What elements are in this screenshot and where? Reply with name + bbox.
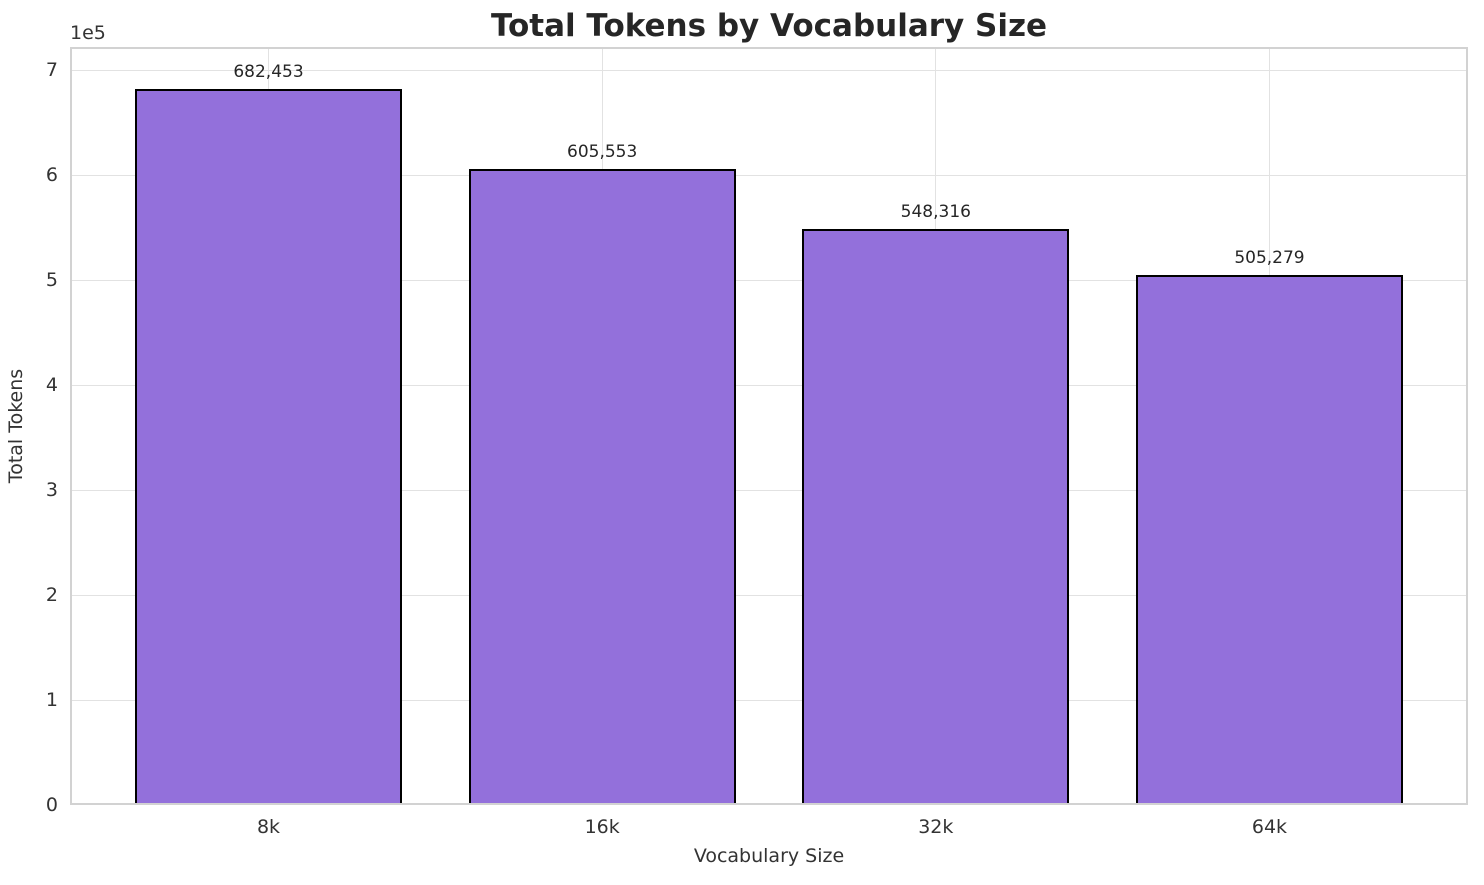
- bar-value-label: 605,553: [567, 142, 638, 163]
- h-gridline: [70, 489, 1468, 491]
- x-tick-label: 32k: [918, 816, 954, 838]
- x-tick-label: 16k: [584, 816, 620, 838]
- y-tick-label: 6: [45, 164, 58, 187]
- y-tick-label: 3: [45, 479, 58, 502]
- y-tick-label: 5: [45, 269, 58, 292]
- h-gridline: [70, 699, 1468, 701]
- chart-title: Total Tokens by Vocabulary Size: [490, 8, 1048, 44]
- bar-value-label: 548,316: [900, 202, 971, 223]
- h-gridline: [70, 279, 1468, 281]
- bar-value-label: 505,279: [1234, 247, 1305, 268]
- h-gridline: [70, 384, 1468, 386]
- x-tick-label: 64k: [1251, 816, 1288, 838]
- h-gridline: [70, 174, 1468, 176]
- h-gridline: [70, 594, 1468, 596]
- y-tick-label: 4: [45, 374, 58, 397]
- x-tick-label: 8k: [256, 816, 281, 838]
- bar: [135, 88, 402, 805]
- bar: [1136, 274, 1403, 805]
- y-axis-offset-label: 1e5: [70, 22, 106, 44]
- bar: [802, 229, 1070, 805]
- y-tick-label: 0: [45, 794, 58, 816]
- y-tick-label: 1: [45, 689, 58, 711]
- y-tick-label: 7: [45, 59, 58, 82]
- bar: [468, 169, 736, 805]
- x-axis-label: Vocabulary Size: [693, 845, 845, 867]
- y-tick-label: 2: [45, 584, 58, 607]
- bar-value-label: 682,453: [233, 61, 304, 82]
- h-gridline: [70, 69, 1468, 71]
